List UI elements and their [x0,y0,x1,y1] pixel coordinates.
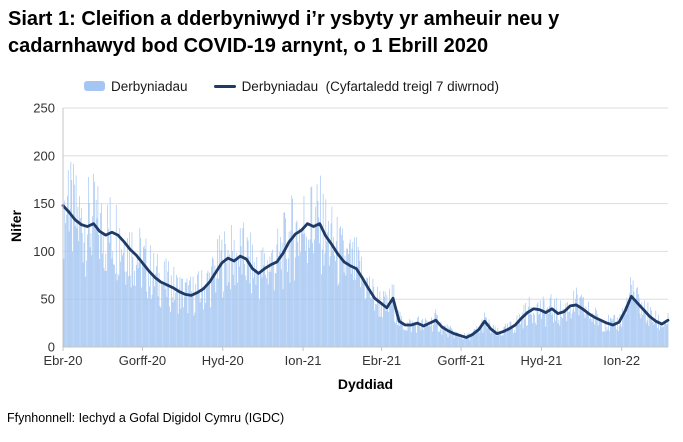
chart-legend: Derbyniadau Derbyniadau (Cyfartaledd tre… [84,77,499,95]
x-tick-label: Ion-22 [603,353,640,368]
chart-title-line2: cadarnhawyd bod COVID-19 arnynt, o 1 Ebr… [8,35,489,57]
x-axis-title: Dyddiad [337,376,394,392]
y-tick-label: 150 [33,196,55,211]
y-axis-title: Nifer [8,210,24,242]
chart-canvas: 0 50 100 150 200 250 Ebr-20 Gorff-20 Hyd-20 Ion-2… [33,101,670,368]
x-tick-label: Ebr-21 [362,353,401,368]
y-tick-label: 200 [33,148,55,163]
chart-title: Siart 1: Cleifion a dderbyniwyd i’r ysby… [8,6,668,60]
legend-label-admissions: Derbyniadau [111,78,188,94]
y-tick-label: 100 [33,244,55,259]
daily-admissions-bars [62,151,669,347]
legend-label-rolling-average: Derbyniadau (Cyfartaledd treigl 7 diwrno… [241,78,499,94]
x-tick-label: Hyd-20 [202,353,244,368]
y-tick-label: 50 [41,292,55,307]
source-note: Ffynhonnell: Iechyd a Gofal Digidol Cymr… [7,411,285,425]
y-tick-label: 250 [33,101,55,116]
x-tick-label: Ebr-20 [43,353,82,368]
x-tick-label: Hyd-21 [520,353,562,368]
x-tick-label: Gorff-21 [437,353,484,368]
rolling-average-line [61,204,670,339]
chart-title-line1: Siart 1: Cleifion a dderbyniwyd i’r ysby… [8,8,560,30]
x-tick-label: Ion-21 [285,353,322,368]
y-tick-label: 0 [48,340,55,355]
legend-item-rolling-average: Derbyniadau (Cyfartaledd treigl 7 diwrno… [213,78,499,94]
bar-series-swatch-icon [84,81,105,91]
line-series-swatch-icon [213,84,236,88]
legend-item-admissions: Derbyniadau [84,79,188,94]
x-tick-label: Gorff-20 [119,353,166,368]
